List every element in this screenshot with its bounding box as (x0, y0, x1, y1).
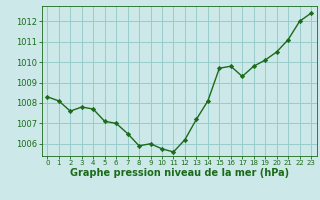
X-axis label: Graphe pression niveau de la mer (hPa): Graphe pression niveau de la mer (hPa) (70, 168, 289, 178)
